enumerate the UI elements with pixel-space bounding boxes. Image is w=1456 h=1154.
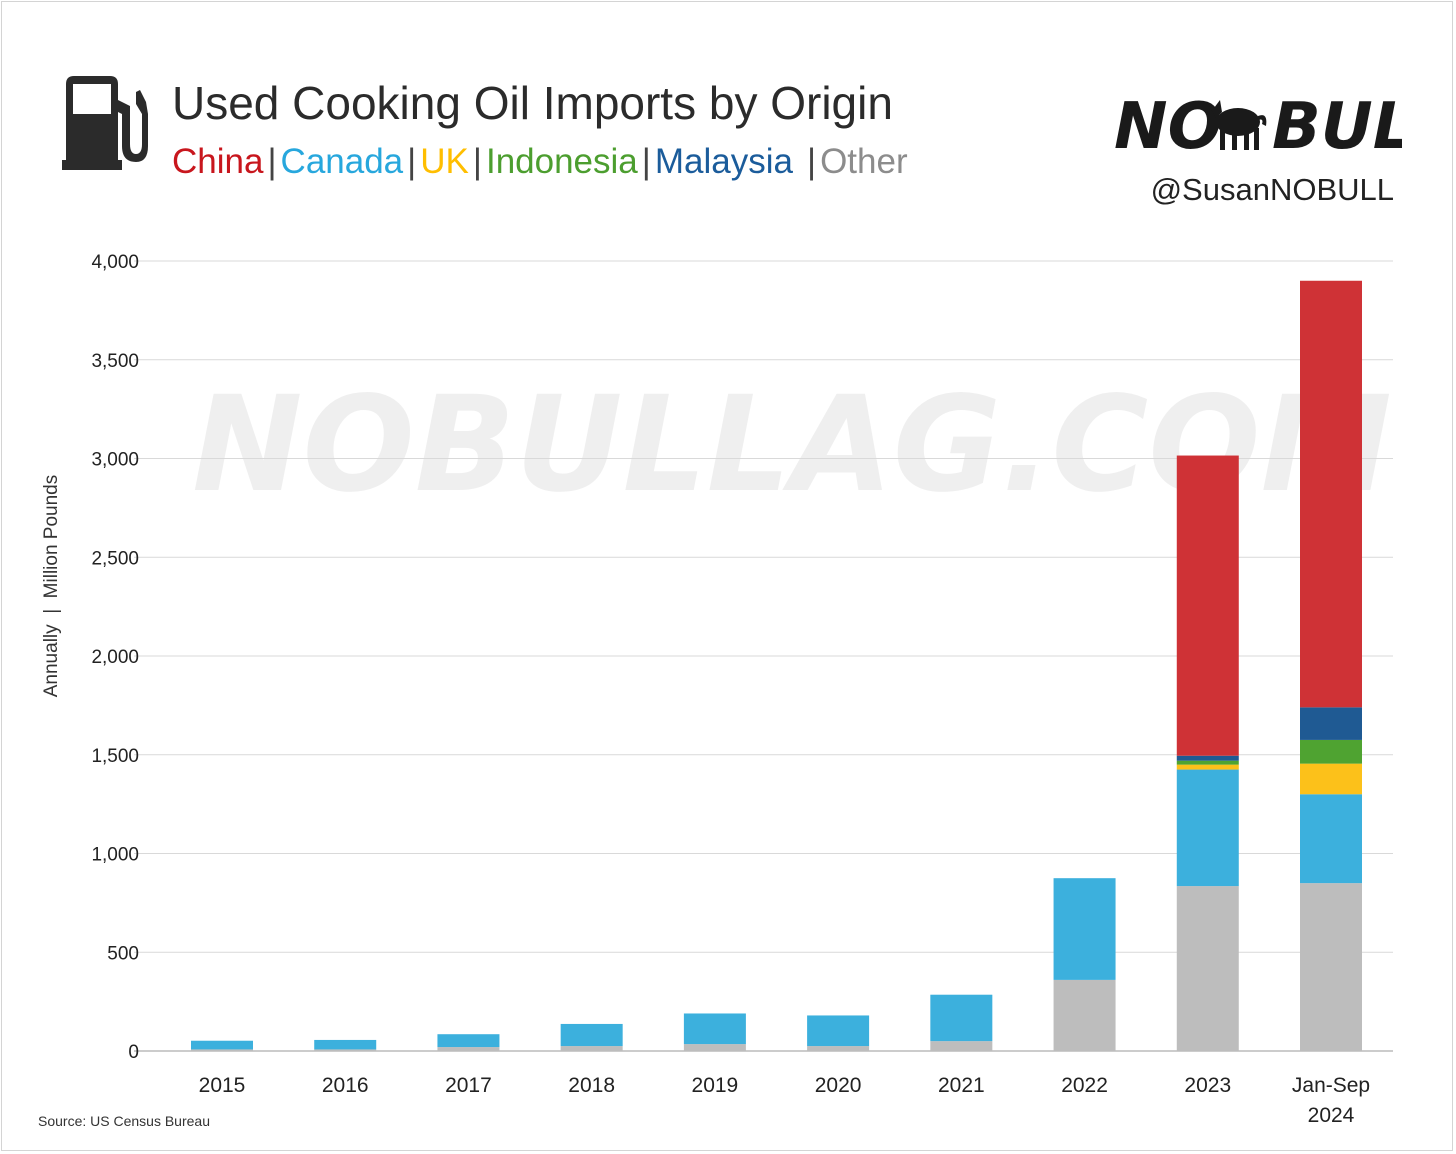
- legend-separator: |: [641, 142, 651, 181]
- source-note: Source: US Census Bureau: [38, 1113, 210, 1129]
- bar-segment-canada: [1300, 794, 1362, 884]
- bar-segment-canada: [930, 994, 993, 1042]
- legend-separator: |: [472, 142, 482, 181]
- x-tick-label: 2023: [1184, 1074, 1231, 1097]
- bar-segment-other: [437, 1047, 500, 1051]
- bar-segment-canada: [683, 1013, 746, 1045]
- legend-item-china: China: [172, 142, 264, 181]
- bar-segment-canada: [1053, 878, 1116, 980]
- x-tick-label: 2016: [322, 1074, 369, 1097]
- bar-segment-other: [1300, 883, 1362, 1051]
- y-tick-label: 4,000: [91, 252, 139, 273]
- twitter-handle: @SusanNOBULL: [1150, 172, 1394, 207]
- legend-item-uk: UK: [420, 142, 469, 181]
- x-tick-label: 2019: [692, 1074, 739, 1097]
- bar-segment-other: [560, 1046, 623, 1051]
- bar-segment-indonesia: [1176, 760, 1239, 765]
- y-tick-label: 3,000: [91, 450, 139, 471]
- bar-segment-canada: [191, 1040, 253, 1050]
- y-tick-label: 0: [128, 1042, 139, 1063]
- bar-segment-other: [807, 1046, 870, 1051]
- bar-segment-uk: [1300, 763, 1362, 795]
- x-tick-label: 2020: [815, 1074, 862, 1097]
- bar-segment-canada: [560, 1023, 623, 1047]
- bar-segment-other: [314, 1049, 377, 1051]
- legend-item-indonesia: Indonesia: [485, 142, 638, 181]
- bar-segment-other: [1176, 886, 1239, 1051]
- bar-segment-malaysia: [1176, 755, 1239, 761]
- x-tick-label: 2024: [1308, 1104, 1355, 1127]
- legend-item-canada: Canada: [280, 142, 404, 181]
- bar-segment-indonesia: [1300, 739, 1362, 764]
- legend-separator: |: [407, 142, 417, 181]
- y-tick-label: 500: [107, 943, 139, 964]
- bar-segment-canada: [1176, 769, 1239, 887]
- bar-segment-other: [1053, 979, 1116, 1051]
- bar-segment-canada: [807, 1015, 870, 1047]
- bar-segment-other: [683, 1044, 746, 1051]
- nobull-logo: NO BULL: [1114, 90, 1402, 158]
- legend-item-other: Other: [820, 142, 908, 181]
- bull-icon: [1208, 100, 1267, 150]
- bar-segment-other: [191, 1049, 253, 1051]
- bar-segment-other: [930, 1041, 993, 1051]
- bar-segment-uk: [1176, 764, 1239, 770]
- bar-segment-canada: [437, 1034, 500, 1048]
- y-tick-label: 1,500: [91, 746, 139, 767]
- x-tick-label: Jan-Sep: [1292, 1074, 1370, 1097]
- logo-text-left: NO: [1114, 90, 1222, 158]
- x-tick-label: 2018: [568, 1074, 615, 1097]
- x-tick-label: 2021: [938, 1074, 985, 1097]
- bar-segment-malaysia: [1300, 707, 1362, 740]
- bar-segment-china: [1300, 280, 1362, 708]
- legend-item-malaysia: Malaysia: [654, 142, 793, 181]
- y-tick-label: 2,500: [91, 548, 139, 569]
- chart-title: Used Cooking Oil Imports by Origin: [172, 77, 893, 129]
- x-tick-label: 2017: [445, 1074, 492, 1097]
- bar-segment-canada: [314, 1039, 377, 1050]
- fuel-pump-icon: [62, 76, 148, 170]
- y-tick-label: 2,000: [91, 647, 139, 668]
- y-tick-label: 3,500: [91, 351, 139, 372]
- legend: China | Canada | UK | Indonesia | Malaysia | Other: [172, 142, 908, 182]
- bar-segment-china: [1176, 455, 1239, 756]
- legend-separator: |: [806, 142, 817, 181]
- x-tick-label: 2015: [199, 1074, 246, 1097]
- y-tick-label: 1,000: [91, 845, 139, 866]
- logo-text-right: BULL: [1272, 90, 1402, 158]
- x-tick-label: 2022: [1061, 1074, 1108, 1097]
- legend-separator: |: [267, 142, 277, 181]
